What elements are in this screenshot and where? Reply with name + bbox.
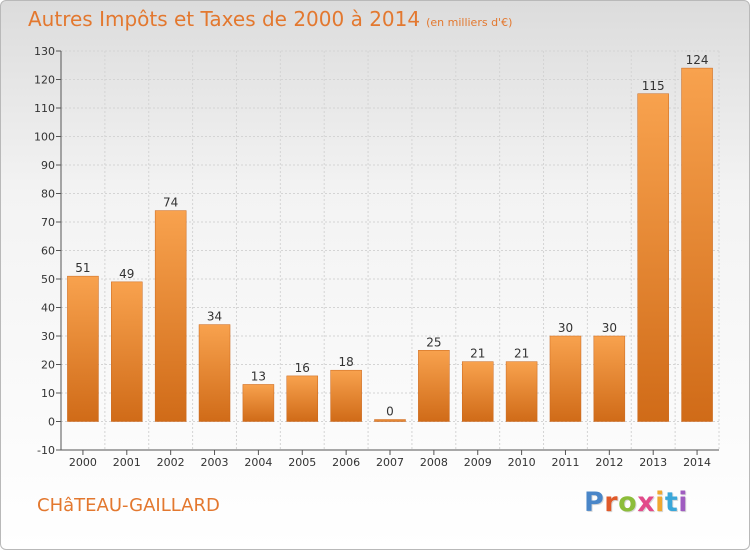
chart-title: Autres Impôts et Taxes de 2000 à 2014 (en… xyxy=(28,7,512,31)
bar xyxy=(681,67,713,422)
y-tick-label: 30 xyxy=(41,330,55,343)
y-tick-label: 110 xyxy=(34,102,55,115)
logo-letter: i xyxy=(678,487,689,518)
x-tick-label: 2011 xyxy=(551,456,579,469)
y-tick-label: 50 xyxy=(41,273,55,286)
logo-letter: P xyxy=(584,487,605,518)
y-tick-label: 10 xyxy=(41,387,55,400)
data-label: 16 xyxy=(295,361,310,375)
y-tick-label: 120 xyxy=(34,74,55,87)
bar xyxy=(374,419,406,422)
x-tick-label: 2007 xyxy=(376,456,404,469)
x-tick-label: 2002 xyxy=(157,456,185,469)
logo-letter: t xyxy=(664,487,679,518)
data-label: 49 xyxy=(119,267,134,281)
data-label: 18 xyxy=(338,355,353,369)
x-tick-label: 2008 xyxy=(420,456,448,469)
bar xyxy=(154,210,187,422)
data-label: 30 xyxy=(602,321,617,335)
y-tick-label: 40 xyxy=(41,302,55,315)
x-tick-label: 2004 xyxy=(244,456,272,469)
data-label: 0 xyxy=(386,405,394,419)
x-tick-label: 2003 xyxy=(201,456,229,469)
data-label: 21 xyxy=(514,347,529,361)
y-tick-label: 130 xyxy=(34,45,55,58)
logo-letter: i xyxy=(655,487,665,518)
y-tick-label: 20 xyxy=(41,359,55,372)
y-tick-label: -10 xyxy=(37,444,55,457)
x-tick-label: 2010 xyxy=(508,456,536,469)
bar xyxy=(67,275,99,422)
x-tick-label: 2012 xyxy=(595,456,623,469)
y-tick-label: 60 xyxy=(41,245,55,258)
data-label: 30 xyxy=(558,321,573,335)
x-tick-label: 2006 xyxy=(332,456,360,469)
proxiti-logo: Proxiti xyxy=(584,487,688,518)
bar xyxy=(505,361,538,422)
x-tick-label: 2009 xyxy=(464,456,492,469)
bar xyxy=(593,335,626,422)
bar xyxy=(549,335,582,422)
bar xyxy=(330,369,362,422)
y-tick-label: 100 xyxy=(34,131,55,144)
y-tick-label: 80 xyxy=(41,188,55,201)
x-tick-label: 2013 xyxy=(639,456,667,469)
data-label: 74 xyxy=(163,196,178,210)
x-tick-label: 2014 xyxy=(683,456,711,469)
data-label: 34 xyxy=(207,310,222,324)
bar xyxy=(111,281,143,422)
data-label: 115 xyxy=(642,79,665,93)
bar xyxy=(198,324,231,422)
y-tick-label: 0 xyxy=(48,416,55,429)
data-label: 124 xyxy=(686,53,709,67)
bar xyxy=(286,375,319,422)
logo-letter: r xyxy=(604,487,619,518)
bar xyxy=(637,93,669,422)
data-label: 51 xyxy=(75,261,90,275)
y-tick-label: 70 xyxy=(41,216,55,229)
logo-letter: o xyxy=(618,487,638,518)
bar xyxy=(242,384,275,422)
data-label: 13 xyxy=(251,369,266,383)
logo-letter: x xyxy=(637,487,656,518)
chart-unit-note: (en milliers d'€) xyxy=(426,16,513,29)
x-tick-label: 2005 xyxy=(288,456,316,469)
data-label: 21 xyxy=(470,347,485,361)
commune-name: CHâTEAU-GAILLARD xyxy=(37,495,220,516)
bar xyxy=(418,350,450,422)
chart-title-main: Autres Impôts et Taxes de 2000 à 2014 xyxy=(28,7,421,31)
x-tick-label: 2001 xyxy=(113,456,141,469)
data-label: 25 xyxy=(426,335,441,349)
x-tick-label: 2000 xyxy=(69,456,97,469)
bar xyxy=(461,361,494,422)
y-tick-label: 90 xyxy=(41,159,55,172)
